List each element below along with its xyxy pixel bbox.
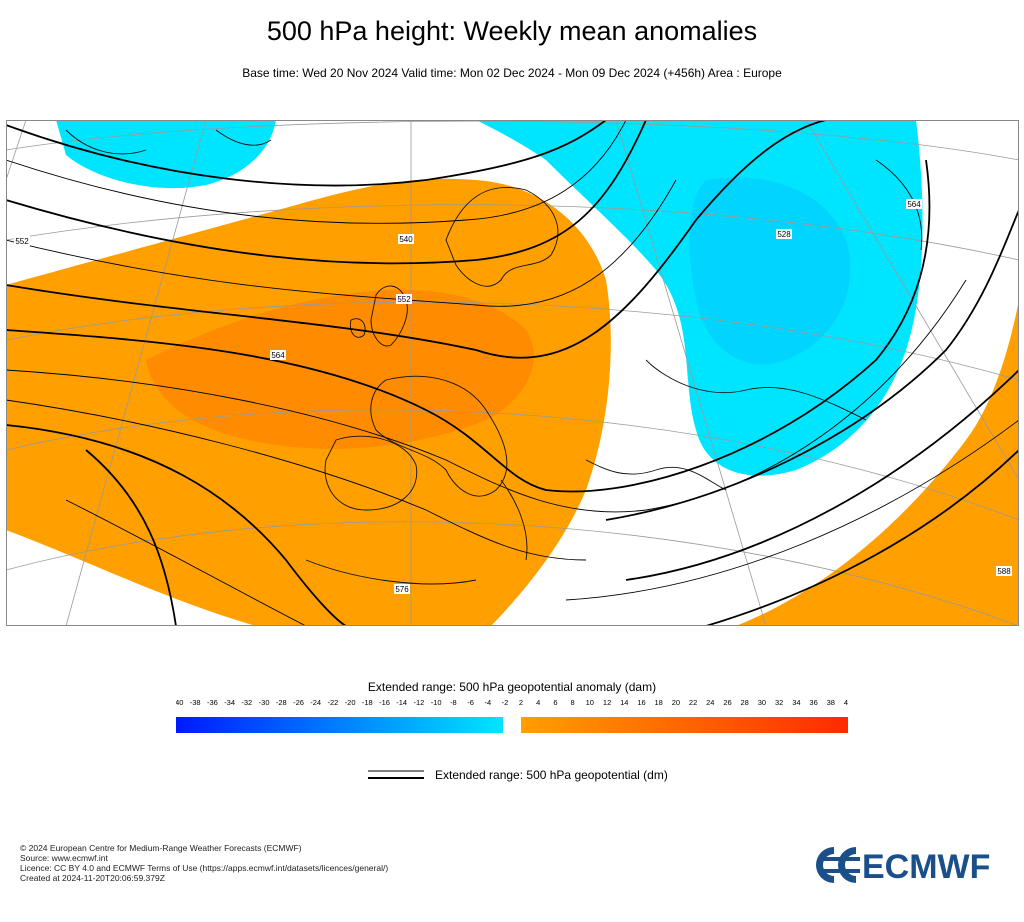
anomaly-colorbar: -40-38-36-34-32-30-28-26-24-22-20-18-16-… [176,698,848,733]
contour-label: 564 [907,200,921,209]
colorbar-tick-label: 4 [536,698,540,707]
colorbar-tick-label: -24 [310,698,321,707]
colorbar-tick-label: 32 [775,698,783,707]
colorbar-tick-label: -26 [293,698,304,707]
colorbar-tick-label: -38 [190,698,201,707]
footer-licence: Licence: CC BY 4.0 and ECMWF Terms of Us… [20,863,389,873]
contour-legend: Extended range: 500 hPa geopotential (dm… [366,766,686,786]
colorbar-tick-label: 36 [809,698,817,707]
colorbar-tick-label: -20 [345,698,356,707]
colorbar-tick-label: 10 [586,698,594,707]
coastlines [65,129,923,585]
contour-labels: 540 552 564 576 552 528 564 588 [14,199,1012,594]
logo-text: ECMWF [862,848,990,886]
colorbar-tick-label: -16 [379,698,390,707]
geopotential-contours-thin [6,120,1019,626]
colorbar-tick-label: -40 [176,698,183,707]
colorbar-tick-label: 8 [571,698,575,707]
colorbar-tick-label: -12 [413,698,424,707]
geopotential-contours [6,120,1019,626]
colorbar-tick-label: 24 [706,698,714,707]
positive-colorbar [521,717,848,733]
colorbar-tick-label: 30 [758,698,766,707]
colorbar-tick-label: 20 [672,698,680,707]
footer-source: Source: www.ecmwf.int [20,853,108,863]
colorbar-tick-label: 2 [519,698,523,707]
colorbar-tick-label: -6 [467,698,474,707]
colorbar-tick-label: 6 [553,698,557,707]
contour-label: 552 [397,295,411,304]
contour-legend-label: Extended range: 500 hPa geopotential (dm… [435,768,668,782]
ecmwf-logo: ECMWF [816,847,990,886]
colorbar-tick-labels: -40-38-36-34-32-30-28-26-24-22-20-18-16-… [176,698,848,707]
colorbar-tick-label: 28 [741,698,749,707]
contour-label: 564 [271,351,285,360]
graticule [6,120,1019,626]
colorbar-tick-label: 16 [637,698,645,707]
colorbar-tick-label: 40 [844,698,848,707]
colorbar-tick-label: -10 [431,698,442,707]
colorbar-tick-label: -4 [484,698,491,707]
colorbar-tick-label: -32 [241,698,252,707]
colorbar-tick-label: -34 [224,698,235,707]
colorbar-tick-label: -18 [362,698,373,707]
colorbar-tick-label: -22 [327,698,338,707]
colorbar-tick-label: -14 [396,698,407,707]
colorbar-tick-label: -30 [259,698,270,707]
colorbar-tick-label: 12 [603,698,611,707]
map-frame [6,120,1019,626]
footer-created: Created at 2024-11-20T20:06:59.379Z [20,873,165,883]
colorbar-tick-label: 34 [792,698,800,707]
positive-anomaly-region-southeast [736,300,1019,626]
footer-credits: © 2024 European Centre for Medium-Range … [20,843,388,883]
anomaly-legend-title: Extended range: 500 hPa geopotential ano… [367,680,657,694]
footer-copyright: © 2024 European Centre for Medium-Range … [20,843,302,853]
colorbar-tick-label: -2 [502,698,509,707]
colorbar-tick-label: 22 [689,698,697,707]
contour-label: 588 [997,567,1011,576]
contour-label: 576 [395,585,409,594]
colorbar-tick-label: 38 [827,698,835,707]
contour-label: 552 [15,237,29,246]
anomaly-map: 540 552 564 576 552 528 564 588 [6,120,1019,626]
page-subtitle: Base time: Wed 20 Nov 2024 Valid time: M… [242,66,782,80]
contour-label: 528 [777,230,791,239]
colorbar-tick-label: -28 [276,698,287,707]
contour-legend-swatch [368,770,424,779]
page-title: 500 hPa height: Weekly mean anomalies [266,16,758,46]
strong-positive-anomaly-core [146,289,534,449]
colorbar-tick-label: -36 [207,698,218,707]
colorbar-tick-label: 14 [620,698,628,707]
contour-label: 540 [399,235,413,244]
colorbar-tick-label: -8 [450,698,457,707]
colorbar-tick-label: 26 [723,698,731,707]
negative-colorbar [176,717,503,733]
colorbar-tick-label: 18 [655,698,663,707]
